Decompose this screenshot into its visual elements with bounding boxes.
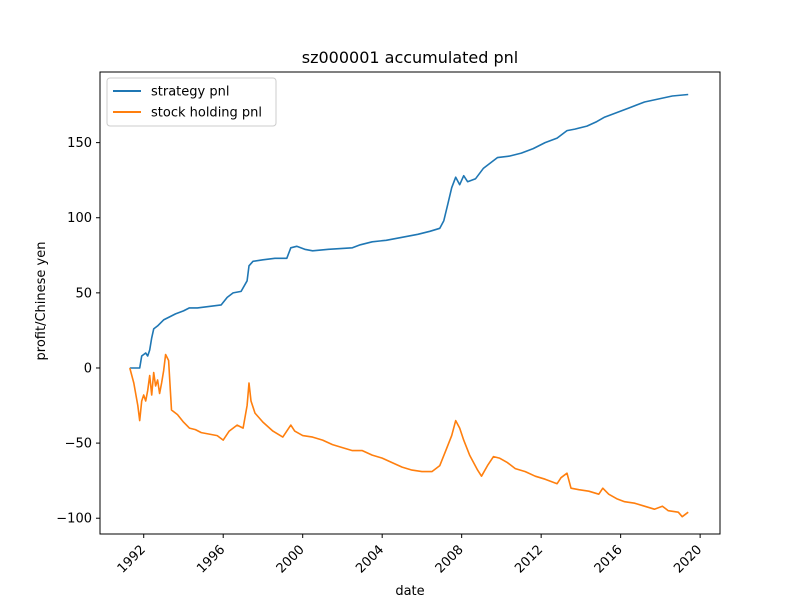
y-axis-label: profit/Chinese yen bbox=[34, 242, 49, 361]
series-line-strategy-pnl bbox=[129, 93, 689, 369]
y-tick-label: 100 bbox=[67, 211, 92, 226]
y-tick-label: 50 bbox=[75, 286, 92, 301]
legend: strategy pnl stock holding pnl bbox=[106, 77, 277, 127]
legend-label: stock holding pnl bbox=[151, 106, 262, 121]
legend-label: strategy pnl bbox=[151, 85, 229, 100]
y-tick-label: 150 bbox=[67, 136, 92, 151]
y-tick-label: −50 bbox=[65, 437, 92, 452]
y-tick-label: −100 bbox=[56, 512, 92, 527]
series-line-stock-holding-pnl bbox=[129, 353, 689, 518]
x-axis-label: date bbox=[395, 584, 424, 599]
chart-title: sz000001 accumulated pnl bbox=[302, 48, 519, 67]
data-lines bbox=[129, 93, 689, 518]
legend-box bbox=[106, 77, 277, 127]
y-tick-label: 0 bbox=[84, 361, 92, 376]
plot-frame bbox=[99, 71, 721, 535]
